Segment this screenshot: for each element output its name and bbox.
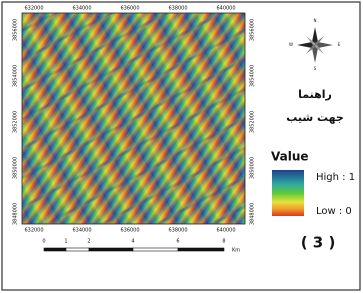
y-coordinate-left: 3848000 <box>13 203 19 225</box>
scale-bar-label: 0 <box>42 239 45 245</box>
compass-letter: W <box>289 42 293 47</box>
y-coordinate-left: 3852000 <box>13 111 19 133</box>
x-coordinate-bottom: 638000 <box>168 228 187 234</box>
scale-bar-label: 2 <box>87 239 90 245</box>
x-coordinate-top: 638000 <box>168 6 187 12</box>
compass-letter: N <box>314 18 317 23</box>
compass-letter: E <box>338 42 341 47</box>
scale-bar-unit: Km <box>232 248 240 254</box>
y-coordinate-right: 3854000 <box>250 65 256 87</box>
x-coordinate-top: 634000 <box>72 6 91 12</box>
scale-bar-segment <box>133 248 178 251</box>
y-coordinate-left: 3850000 <box>13 157 19 179</box>
north-arrow <box>297 27 333 63</box>
y-coordinate-right: 3848000 <box>250 203 256 225</box>
scale-bar-segment <box>66 248 89 251</box>
scale-bar-segment <box>178 248 224 251</box>
scale-bar-label: 1 <box>64 239 67 245</box>
x-coordinate-bottom: 636000 <box>120 228 139 234</box>
y-coordinate-right: 3850000 <box>250 157 256 179</box>
x-coordinate-bottom: 632000 <box>24 228 43 234</box>
y-coordinate-right: 3852000 <box>250 111 256 133</box>
x-coordinate-bottom: 634000 <box>72 228 91 234</box>
scale-bar-label: 8 <box>222 239 225 245</box>
x-coordinate-top: 640000 <box>216 6 235 12</box>
map-figure: راهنما جهت شیب Value High : 1 Low : 0 ( … <box>0 0 363 293</box>
scale-bar-label: 6 <box>176 239 179 245</box>
scale-bar-segment <box>89 248 133 251</box>
legend-ramp <box>272 170 304 216</box>
compass-letter: S <box>314 66 317 71</box>
x-coordinate-bottom: 640000 <box>216 228 235 234</box>
y-coordinate-left: 3856000 <box>13 19 19 41</box>
x-coordinate-top: 636000 <box>120 6 139 12</box>
legend-subtitle: جهت شیب <box>286 111 344 124</box>
figure-number: ( 3 ) <box>301 234 336 252</box>
x-coordinate-top: 632000 <box>24 6 43 12</box>
legend-high: High : 1 <box>316 172 355 183</box>
legend-low: Low : 0 <box>316 206 352 217</box>
slope-raster-overlay <box>22 13 245 224</box>
legend-title: راهنما <box>298 88 332 101</box>
y-coordinate-left: 3854000 <box>13 65 19 87</box>
scale-bar-label: 4 <box>131 239 134 245</box>
scale-bar-segment <box>44 248 66 251</box>
legend-field: Value <box>271 150 309 164</box>
y-coordinate-right: 3856000 <box>250 19 256 41</box>
page: {"map": { "x_ticks": ["632000", "634000"… <box>0 0 363 293</box>
